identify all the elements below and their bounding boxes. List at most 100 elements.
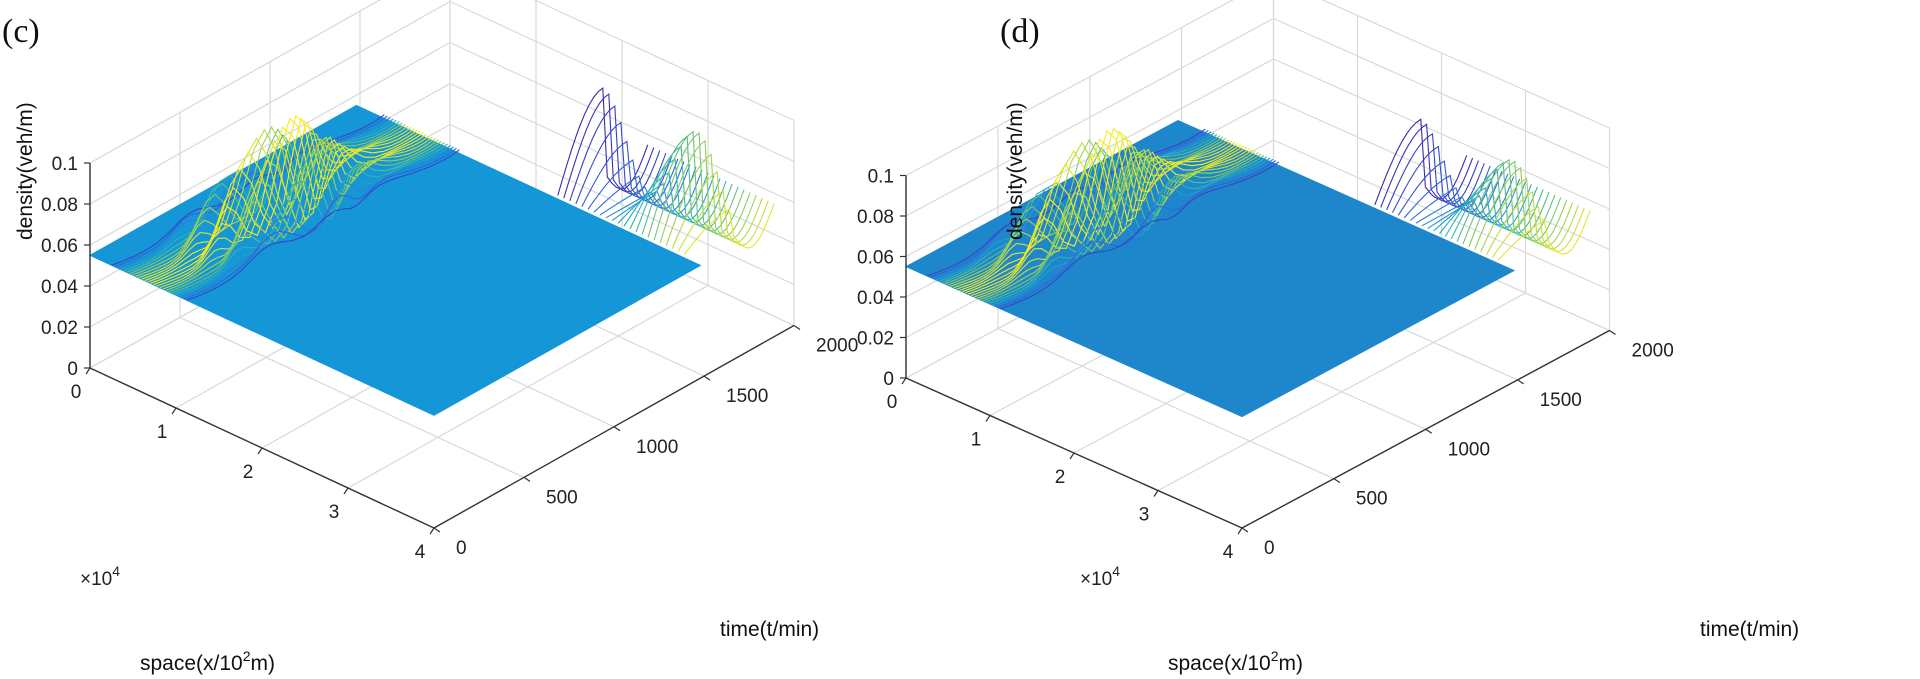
ridge-wave-line (129, 122, 403, 275)
grid-line (89, 0, 382, 164)
x-axis-label-suffix: m) (1279, 652, 1304, 675)
late-wave-line (1433, 181, 1527, 232)
ridge-wave-line (183, 147, 457, 300)
late-wave-line (1392, 145, 1485, 213)
late-wave-line (593, 161, 685, 213)
late-wave-line (1456, 161, 1550, 242)
ridge-wave-line (944, 136, 1224, 285)
x-tick (171, 407, 177, 415)
ridge-wave-line (973, 148, 1253, 298)
z-axis-label: density(veh/m) (14, 102, 37, 240)
z-tick-label: 0.02 (857, 329, 894, 350)
y-axis-label: time(t/min) (1700, 618, 1799, 641)
panel-label: (d) (1000, 13, 1040, 50)
axes (84, 162, 801, 535)
late-wave-line (677, 190, 769, 252)
late-wave-line (653, 131, 745, 241)
tick-labels: 0 0.02 0.04 0.06 0.08 0.1 0 1 2 3 4 0 500 1000 1500 200… (857, 167, 1674, 564)
late-wave-line (1486, 190, 1579, 255)
x-axis-label-sup: 2 (243, 648, 251, 664)
x-tick (1237, 527, 1243, 535)
late-wave-line (1468, 160, 1562, 247)
ridge-wave-line (985, 154, 1265, 303)
ridge-wave-line (147, 114, 421, 283)
x-exponent-sup: 4 (112, 563, 120, 579)
y-tick-label: 1000 (636, 437, 678, 458)
late-wave-line (1474, 166, 1568, 250)
ridge-wave-line (935, 132, 1215, 281)
panel-c: (c) 0 0.02 0.04 0.06 0.08 0.1 0 1 2 3 4 0 500 1000 150… (2, 0, 858, 675)
y-tick (613, 426, 621, 432)
z-tick-label: 0.06 (41, 236, 78, 257)
ridge-wave-line (988, 156, 1268, 305)
z-tick-label: 0 (67, 359, 78, 380)
ridge-wave-line (976, 148, 1256, 299)
y-tick-label: 500 (1356, 489, 1388, 510)
x-tick (257, 447, 263, 455)
late-wave-line (1427, 178, 1521, 229)
late-wave-line (1497, 210, 1591, 261)
x-axis-label-prefix: space(x/10 (1168, 652, 1271, 675)
x-axis-label-suffix: m) (251, 652, 276, 675)
y-tick (1333, 478, 1341, 484)
x-exponent-prefix: ×10 (1080, 569, 1112, 590)
x-tick (343, 487, 349, 495)
y-tick (433, 527, 441, 533)
late-wave-line (671, 171, 763, 249)
axes (900, 174, 1616, 535)
x-tick (1153, 490, 1159, 497)
late-wave-line (617, 172, 709, 224)
tick-labels: 0 0.02 0.04 0.06 0.08 0.1 0 1 2 3 4 0 500 1000 1500 200… (41, 154, 858, 563)
ridge-wave-line (114, 115, 388, 268)
y-tick-label: 1500 (1540, 390, 1582, 411)
z-tick-label: 0.1 (52, 154, 78, 175)
z-tick-label: 0.04 (41, 277, 78, 298)
late-wave-line (1380, 123, 1474, 208)
x-tick-label: 3 (329, 502, 340, 523)
y-axis-label: time(t/min) (720, 618, 819, 641)
late-wave-line (587, 158, 679, 210)
x-axis-label: space(x/102m) (1168, 648, 1303, 675)
late-wave-line (1444, 177, 1538, 237)
x-exponent: ×104 (80, 563, 120, 590)
ridge-wave-line (965, 129, 1244, 294)
ridge-wave-line (168, 140, 442, 293)
x-tick-label: 0 (71, 382, 82, 403)
x-tick-label: 3 (1139, 505, 1150, 526)
surface (88, 87, 775, 416)
late-wave-line (659, 139, 751, 244)
y-tick (1609, 330, 1616, 335)
panel-label: (c) (2, 13, 40, 50)
late-wave-line (1439, 184, 1532, 234)
surface-plateau (88, 104, 702, 416)
x-tick (985, 415, 991, 422)
late-wave-line (665, 153, 757, 246)
x-tick (429, 527, 435, 535)
y-tick-label: 1000 (1448, 439, 1490, 460)
y-tick-label: 0 (456, 538, 467, 559)
z-tick-label: 0.06 (857, 248, 894, 269)
late-wave-line (1403, 168, 1497, 219)
x-axis-label: space(x/102m) (140, 648, 275, 675)
y-tick (523, 476, 531, 482)
y-tick (1517, 379, 1524, 385)
ridge-wave-line (144, 117, 418, 282)
late-wave-line (1480, 177, 1574, 253)
z-tick-label: 0.02 (41, 318, 78, 339)
late-wave-line (1462, 158, 1556, 245)
x-tick-label: 4 (415, 542, 426, 563)
x-axis-label-sup: 2 (1271, 648, 1279, 664)
late-wave-line (1409, 170, 1503, 221)
ridge-wave-line (171, 142, 445, 294)
ridge-wave-line (994, 158, 1274, 307)
y-tick (703, 375, 711, 381)
ridge-wave-line (982, 153, 1262, 302)
z-tick-label: 0.08 (857, 207, 894, 228)
ridge-wave-line (186, 149, 460, 301)
z-tick-label: 0.04 (857, 288, 894, 309)
ridge-wave-line (997, 160, 1277, 309)
y-tick-label: 500 (546, 487, 578, 508)
x-axis-label-prefix: space(x/10 (140, 652, 243, 675)
x-tick (901, 377, 907, 385)
y-tick-label: 2000 (1632, 341, 1674, 362)
